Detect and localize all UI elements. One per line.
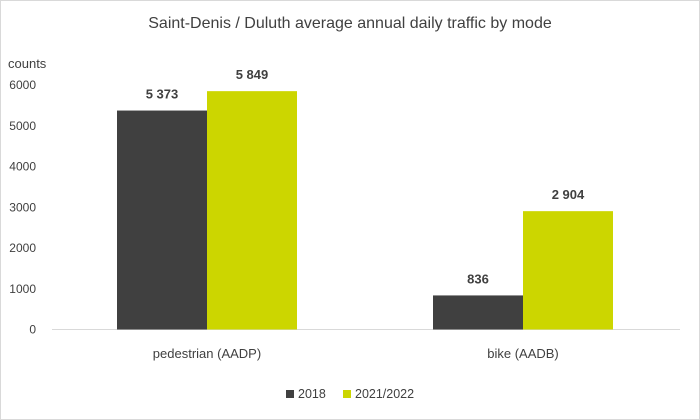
legend-swatch <box>343 390 351 398</box>
bar-data-label: 5 849 <box>236 67 269 82</box>
bars-group <box>117 91 613 330</box>
y-axis-label: counts <box>8 56 47 71</box>
y-axis-ticks: 0 1000 2000 3000 4000 5000 6000 <box>9 78 36 337</box>
y-tick-label: 3000 <box>9 200 36 214</box>
legend-item: 2021/2022 <box>343 387 414 401</box>
y-tick-label: 4000 <box>9 160 36 174</box>
y-tick-label: 1000 <box>9 282 36 296</box>
chart-title: Saint-Denis / Duluth average annual dail… <box>148 15 552 32</box>
y-tick-label: 6000 <box>9 78 36 92</box>
legend-swatch <box>286 390 294 398</box>
legend-label: 2021/2022 <box>355 387 414 401</box>
legend-label: 2018 <box>298 387 326 401</box>
y-tick-label: 2000 <box>9 241 36 255</box>
bar <box>433 295 523 330</box>
legend-item: 2018 <box>286 387 326 401</box>
legend: 2018 2021/2022 <box>286 387 414 401</box>
bar <box>523 211 613 330</box>
bar <box>117 110 207 330</box>
y-tick-label: 5000 <box>9 119 36 133</box>
x-category-label: bike (AADB) <box>487 346 559 361</box>
bar-data-label: 5 373 <box>146 87 179 102</box>
data-labels-group: 5 373 5 849 836 2 904 <box>146 67 585 286</box>
bar-data-label: 2 904 <box>552 187 585 202</box>
bar-data-label: 836 <box>467 271 489 286</box>
bar <box>207 91 297 330</box>
x-category-label: pedestrian (AADP) <box>153 346 261 361</box>
category-labels-group: pedestrian (AADP) bike (AADB) <box>153 346 559 361</box>
y-tick-label: 0 <box>29 323 36 337</box>
